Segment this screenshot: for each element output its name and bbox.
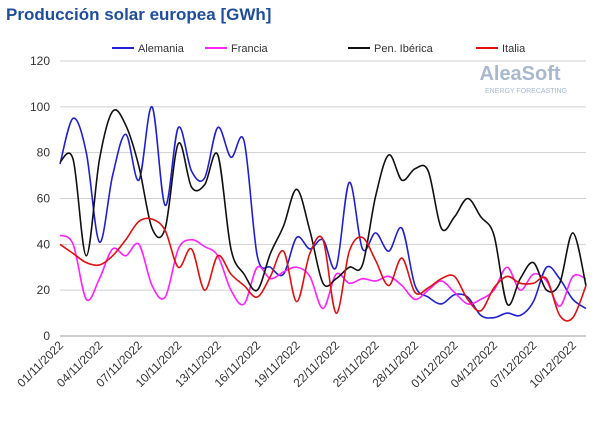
y-tick-label: 80 xyxy=(37,146,51,160)
watermark-tagline: ENERGY FORECASTING xyxy=(485,88,567,95)
y-tick-label: 0 xyxy=(43,329,50,343)
y-tick-label: 20 xyxy=(37,283,51,297)
legend-label: Francia xyxy=(231,43,269,55)
legend-label: Alemania xyxy=(138,43,185,55)
y-tick-label: 60 xyxy=(37,192,51,206)
legend-label: Pen. Ibérica xyxy=(374,43,434,55)
series-line xyxy=(59,217,587,322)
series-line xyxy=(59,234,587,310)
series-line xyxy=(59,109,587,306)
y-tick-label: 120 xyxy=(30,54,50,68)
chart-title: Producción solar europea [GWh] xyxy=(6,5,271,24)
series-line xyxy=(59,106,587,319)
watermark-brand: AleaSoft xyxy=(479,63,560,85)
y-tick-label: 100 xyxy=(30,100,50,114)
legend-label: Italia xyxy=(502,43,526,55)
y-tick-label: 40 xyxy=(37,237,51,251)
